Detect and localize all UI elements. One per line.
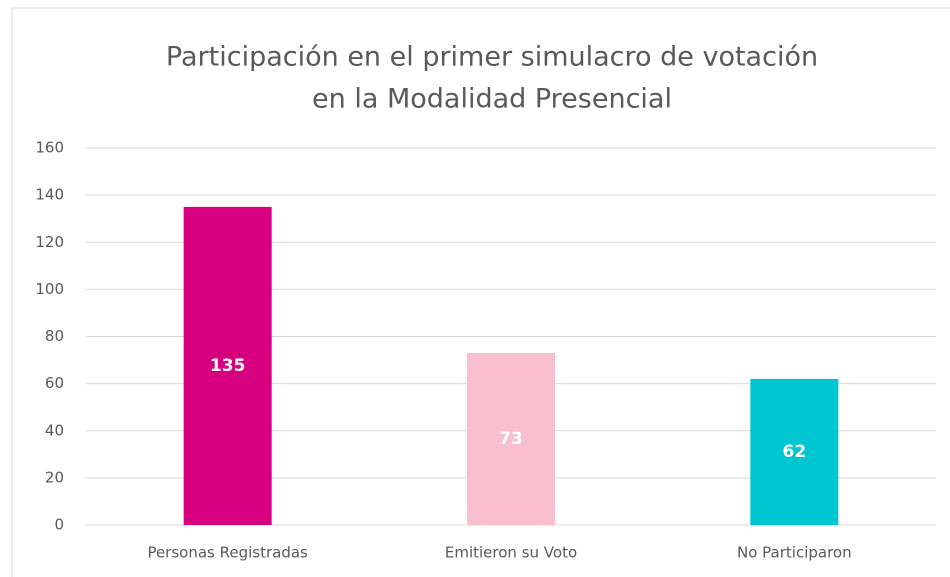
bar xyxy=(467,352,555,525)
value-label: 135 xyxy=(210,356,246,376)
y-tick-label: 20 xyxy=(45,468,64,486)
x-tick-label: Emitieron su Voto xyxy=(445,544,577,562)
x-tick-label: No Participaron xyxy=(737,544,852,562)
chart-title: Participación en el primer simulacro de … xyxy=(166,42,818,73)
y-tick-label: 40 xyxy=(45,421,64,439)
y-tick-label: 120 xyxy=(35,233,64,251)
bar xyxy=(750,378,839,525)
y-tick-label: 60 xyxy=(45,374,64,392)
y-tick-label: 160 xyxy=(35,139,64,157)
value-label: 62 xyxy=(782,442,806,462)
value-label: 73 xyxy=(499,429,523,449)
y-tick-label: 100 xyxy=(35,280,64,298)
y-tick-label: 0 xyxy=(54,516,64,534)
chart-title: en la Modalidad Presencial xyxy=(312,84,672,115)
bar xyxy=(183,206,272,525)
x-tick-label: Personas Registradas xyxy=(147,544,308,562)
y-tick-label: 80 xyxy=(45,327,64,345)
y-tick-label: 140 xyxy=(35,186,64,204)
